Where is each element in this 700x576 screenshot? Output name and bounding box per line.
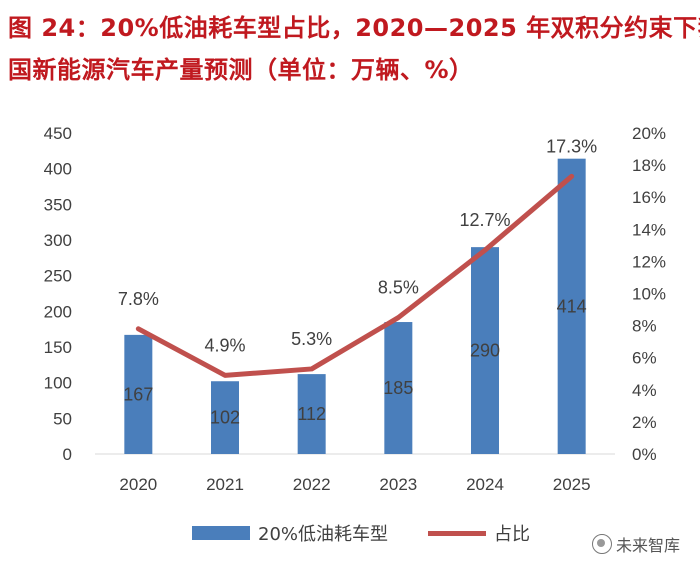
legend-item-bar[interactable]: 20%低油耗车型: [192, 520, 388, 546]
y-right-tick-label: 10%: [632, 285, 666, 304]
y-left-tick-label: 300: [44, 231, 72, 250]
y-right-tick-label: 20%: [632, 124, 666, 143]
bar-value-label: 414: [557, 296, 587, 316]
x-tick-label: 2025: [553, 475, 591, 494]
bar-value-label: 185: [383, 378, 413, 398]
x-tick-label: 2023: [379, 475, 417, 494]
legend-swatch-line: [428, 530, 486, 536]
line-value-label: 4.9%: [204, 335, 245, 355]
chart-legend: 20%低油耗车型 占比: [0, 520, 700, 560]
line-value-label: 8.5%: [378, 278, 419, 298]
y-axis-left: 0 50 100 150 200 250 300 350 400 450: [44, 124, 72, 464]
bar: [471, 247, 499, 454]
bar: [557, 158, 586, 454]
bar: [211, 381, 239, 454]
legend-swatch-bar: [192, 526, 250, 540]
line-value-label: 17.3%: [546, 136, 597, 156]
bar-series: [124, 158, 586, 454]
legend-item-line[interactable]: 占比: [428, 520, 530, 546]
x-axis: 2020 2021 2022 2023 2024 2025: [119, 475, 590, 494]
wechat-icon: [591, 534, 612, 554]
bar-value-label: 167: [123, 384, 153, 404]
x-tick-label: 2024: [466, 475, 504, 494]
x-tick-label: 2022: [293, 475, 331, 494]
y-left-tick-label: 50: [53, 409, 72, 428]
line-data-labels: 7.8% 4.9% 5.3% 8.5% 12.7% 17.3%: [118, 136, 597, 355]
bar: [124, 334, 153, 454]
bar: [384, 322, 413, 454]
x-tick-label: 2021: [206, 475, 244, 494]
bar-data-labels: 167 102 112 185 290 414: [123, 296, 586, 427]
y-left-tick-label: 100: [44, 374, 72, 393]
y-right-tick-label: 16%: [632, 188, 666, 207]
y-left-tick-label: 150: [44, 338, 72, 357]
y-left-tick-label: 450: [44, 124, 72, 143]
y-axis-right: 0% 2% 4% 6% 8% 10% 12% 14% 16% 18% 20%: [632, 124, 666, 464]
y-left-tick-label: 400: [44, 160, 72, 179]
line-value-label: 12.7%: [459, 210, 510, 230]
y-right-tick-label: 18%: [632, 156, 666, 175]
y-left-tick-label: 250: [44, 267, 72, 286]
legend-label-line: 占比: [494, 524, 530, 545]
line-value-label: 5.3%: [291, 329, 332, 349]
bar-value-label: 112: [297, 404, 326, 424]
y-left-tick-label: 0: [63, 445, 72, 464]
chart-title-line-2: 国新能源汽车产量预测（单位：万辆、%）: [8, 56, 474, 84]
legend-label-bar: 20%低油耗车型: [258, 524, 389, 545]
bar-value-label: 102: [210, 408, 240, 428]
y-right-tick-label: 0%: [632, 445, 657, 464]
x-tick-label: 2020: [119, 475, 157, 494]
y-right-tick-label: 2%: [632, 413, 657, 432]
share-line: [135, 173, 575, 378]
y-right-tick-label: 4%: [632, 381, 657, 400]
y-right-tick-label: 6%: [632, 349, 657, 368]
y-right-tick-label: 12%: [632, 252, 666, 271]
watermark-text: 未来智库: [615, 536, 680, 555]
y-right-tick-label: 14%: [632, 220, 666, 239]
bar: [297, 374, 326, 454]
line-value-label: 7.8%: [118, 289, 159, 309]
combo-chart: 0 50 100 150 200 250 300 350 400 450 0% 2% 4% 6% 8% 10…: [44, 124, 666, 494]
chart-title-line-1: 图 24：20%低油耗车型占比，2020—2025 年双积分约束下我: [8, 14, 700, 42]
bar-value-label: 290: [470, 341, 500, 361]
line-series: [135, 173, 575, 378]
y-right-tick-label: 8%: [632, 317, 657, 336]
y-left-tick-label: 200: [44, 302, 72, 321]
y-left-tick-label: 350: [44, 195, 72, 214]
watermark: 未来智库: [591, 532, 680, 556]
